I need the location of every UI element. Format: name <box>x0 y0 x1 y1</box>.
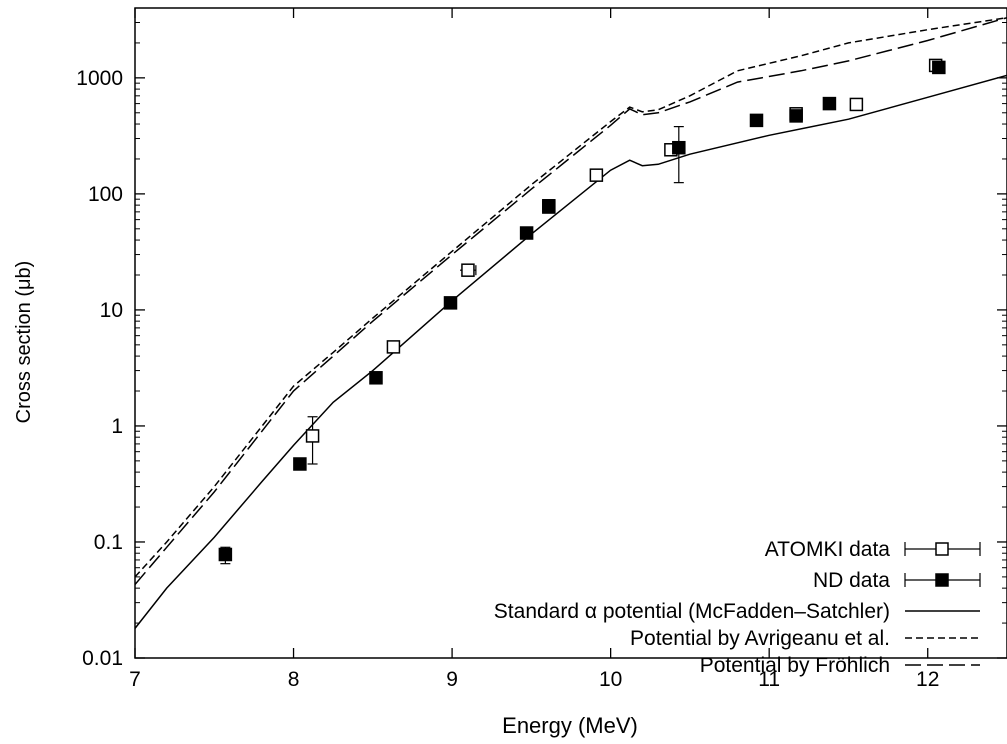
legend-label: ATOMKI data <box>765 538 891 561</box>
nd-data-point <box>443 296 458 310</box>
atomki-data-point <box>461 263 475 277</box>
legend-label: Standard α potential (McFadden–Satchler) <box>494 600 890 623</box>
legend-label: Potential by Fröhlich <box>700 654 890 677</box>
legend-marker <box>935 573 949 587</box>
nd-data-point <box>749 113 764 128</box>
legend-marker <box>935 542 949 556</box>
y-tick-label: 1 <box>111 415 123 438</box>
y-axis-label: Cross section (μb) <box>13 261 35 424</box>
nd-data-point <box>542 200 556 214</box>
atomki-data-point <box>849 97 864 112</box>
plot-series <box>135 16 1007 629</box>
y-tick-label: 0.1 <box>94 531 123 554</box>
y-tick-label: 100 <box>88 183 123 206</box>
nd-data-point <box>822 96 837 111</box>
x-tick-label: 9 <box>446 668 458 691</box>
atomki-data-point <box>589 168 604 182</box>
x-tick-label: 12 <box>916 668 939 691</box>
nd-data-point <box>932 60 946 75</box>
series-line <box>135 16 1007 585</box>
legend-label: Potential by Avrigeanu et al. <box>630 627 890 650</box>
y-tick-label: 1000 <box>76 67 123 90</box>
x-tick-label: 10 <box>599 668 622 691</box>
nd-data-point <box>672 140 686 155</box>
nd-data-point <box>293 457 307 471</box>
atomki-data-point <box>305 429 320 443</box>
nd-data-point <box>369 371 383 385</box>
nd-data-point <box>789 109 803 123</box>
x-axis-label: Energy (MeV) <box>502 713 638 738</box>
y-tick-label: 10 <box>100 299 123 322</box>
atomki-data-point <box>386 340 401 354</box>
x-tick-label: 11 <box>758 668 780 691</box>
legend-label: ND data <box>813 569 890 592</box>
series-line <box>135 16 1007 578</box>
legend: ATOMKI data ND data Standard α potential (… <box>494 538 981 677</box>
nd-data-point <box>519 226 534 240</box>
y-tick-label: 0.01 <box>82 647 123 670</box>
x-tick-label: 8 <box>288 668 300 691</box>
plot-area <box>135 16 1007 629</box>
series-line <box>135 74 1007 629</box>
axes: 7 8 9 10 11 12 0.01 0.1 1 10 100 1000 <box>76 7 1007 691</box>
plot-frame <box>134 7 1007 659</box>
x-tick-label: 7 <box>129 668 141 691</box>
nd-data-point <box>218 547 233 562</box>
